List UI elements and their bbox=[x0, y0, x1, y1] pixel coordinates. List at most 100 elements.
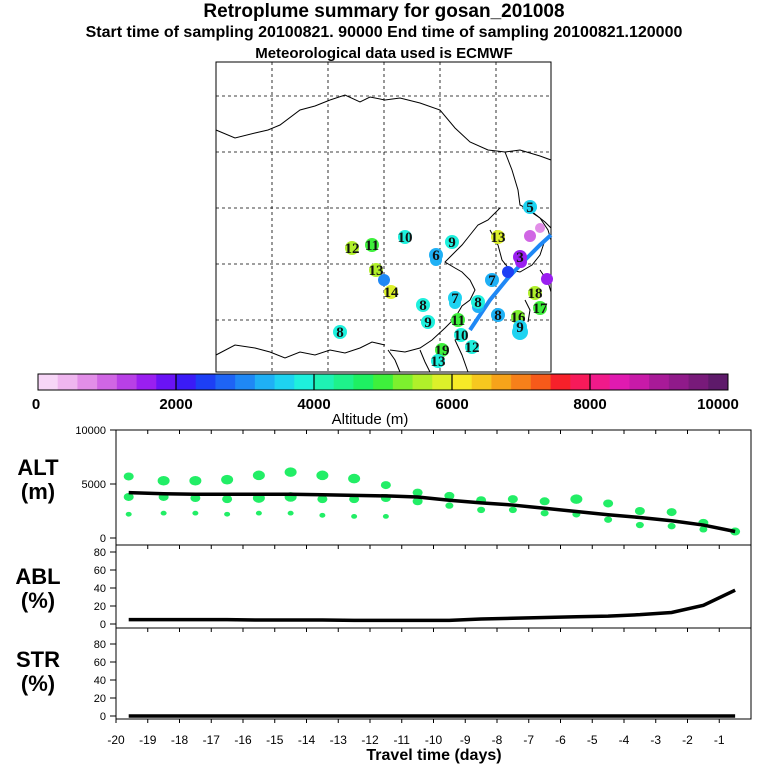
map-release-marker bbox=[421, 315, 435, 329]
alt-scatter-point bbox=[192, 510, 199, 516]
x-tick-label: -3 bbox=[650, 733, 661, 747]
alt-scatter-point bbox=[380, 481, 391, 490]
colorbar-cell bbox=[550, 374, 571, 390]
alt-scatter-point bbox=[221, 474, 234, 485]
colorbar-cell bbox=[77, 374, 98, 390]
alt-scatter-point bbox=[508, 506, 517, 514]
abl-ytick: 80 bbox=[94, 547, 106, 559]
trajectory-dot bbox=[378, 274, 390, 286]
x-tick-label: -2 bbox=[682, 733, 693, 747]
alt-ytick: 5000 bbox=[82, 479, 106, 491]
alt-scatter-point bbox=[382, 514, 389, 519]
trajectory-dot bbox=[524, 230, 536, 242]
map-release-label: 17 bbox=[533, 301, 549, 317]
colorbar-cell bbox=[452, 374, 473, 390]
colorbar-tick: 6000 bbox=[435, 396, 468, 413]
map-release-label: 8 bbox=[494, 308, 502, 324]
alt-scatter-point bbox=[699, 526, 708, 533]
trajectory-dot bbox=[541, 273, 553, 285]
alt-scatter-point bbox=[444, 491, 455, 500]
alt-ytick: 10000 bbox=[75, 425, 106, 437]
map-release-label: 12 bbox=[465, 340, 480, 356]
map-release-label: 9 bbox=[424, 315, 432, 331]
alt-scatter-point bbox=[412, 488, 423, 497]
map-release-marker bbox=[485, 273, 499, 287]
colorbar-cell bbox=[688, 374, 709, 390]
str-ytick: 40 bbox=[94, 675, 106, 687]
abl-ytick: 20 bbox=[94, 601, 106, 613]
colorbar-tick: 2000 bbox=[159, 396, 192, 413]
map-release-marker bbox=[435, 343, 449, 357]
alt-scatter-point bbox=[445, 502, 454, 509]
alt-scatter-point bbox=[123, 472, 134, 481]
x-tick-label: -16 bbox=[234, 733, 252, 747]
map-release-marker bbox=[333, 325, 347, 339]
alt-scatter-point bbox=[603, 499, 614, 508]
map-release-marker bbox=[491, 308, 505, 322]
x-tick-label: -8 bbox=[492, 733, 503, 747]
abl-panel-label: ABL (%) bbox=[3, 565, 73, 613]
alt-scatter-point bbox=[634, 507, 645, 515]
x-tick-label: -11 bbox=[394, 733, 411, 747]
colorbar-cell bbox=[353, 374, 374, 390]
str-ytick: 20 bbox=[94, 693, 106, 705]
colorbar-tick: 4000 bbox=[297, 396, 330, 413]
sampling-times: Start time of sampling 20100821. 90000 E… bbox=[85, 24, 683, 41]
colorbar-tick: 0 bbox=[32, 396, 40, 413]
colorbar-cell bbox=[274, 374, 295, 390]
x-axis-label: Travel time (days) bbox=[366, 747, 502, 764]
x-tick-label: -13 bbox=[330, 733, 348, 747]
x-tick-label: -1 bbox=[714, 733, 725, 747]
map-release-label: 12 bbox=[345, 241, 360, 257]
map-release-label: 11 bbox=[365, 238, 379, 254]
map-release-marker bbox=[465, 340, 479, 354]
panels-frame bbox=[115, 429, 752, 720]
map-release-label: 7 bbox=[451, 291, 459, 307]
x-tick-label: -20 bbox=[107, 733, 125, 747]
map-release-marker bbox=[448, 291, 462, 305]
alt-scatter-point bbox=[319, 512, 326, 518]
map-release-marker bbox=[431, 354, 445, 368]
colorbar-cell bbox=[97, 374, 118, 390]
x-tick-label: -12 bbox=[361, 733, 379, 747]
x-tick-label: -6 bbox=[555, 733, 566, 747]
alt-scatter-point bbox=[412, 497, 423, 506]
x-tick-label: -10 bbox=[425, 733, 443, 747]
alt-label-unit: (m) bbox=[20, 479, 56, 504]
alt-scatter-point bbox=[252, 470, 265, 481]
colorbar-cell bbox=[38, 374, 59, 390]
alt-scatter-point bbox=[348, 473, 361, 484]
colorbar-tick: 10000 bbox=[697, 396, 739, 413]
alt-scatter-point bbox=[157, 475, 170, 486]
map-release-label: 13 bbox=[431, 354, 446, 370]
x-tick-label: -5 bbox=[587, 733, 598, 747]
alt-label-top: ALT bbox=[17, 455, 59, 480]
alt-scatter-point bbox=[123, 492, 134, 501]
alt-scatter-point bbox=[351, 514, 358, 519]
x-tick-label: -17 bbox=[203, 733, 221, 747]
map-release-marker bbox=[513, 250, 527, 264]
map-release-marker bbox=[345, 241, 359, 255]
abl-label-unit: (%) bbox=[20, 588, 56, 613]
colorbar-cell bbox=[649, 374, 670, 390]
map-release-marker bbox=[471, 295, 485, 309]
abl-ytick: 60 bbox=[94, 565, 106, 577]
alt-scatter-point bbox=[635, 521, 644, 529]
alt-ytick: 0 bbox=[100, 533, 106, 545]
alt-panel-label: ALT (m) bbox=[3, 456, 73, 504]
colorbar-cell bbox=[254, 374, 276, 390]
alt-scatter-point bbox=[224, 511, 231, 517]
map-release-marker bbox=[451, 313, 465, 327]
colorbar-cell bbox=[195, 374, 216, 390]
map-release-label: 8 bbox=[336, 325, 344, 341]
colorbar-cell bbox=[609, 374, 630, 390]
map-release-label: 6 bbox=[432, 248, 440, 264]
map-release-label: 5 bbox=[526, 200, 534, 216]
x-tick-label: -4 bbox=[619, 733, 630, 747]
colorbar-cell bbox=[629, 374, 650, 390]
x-tick-label: -9 bbox=[460, 733, 471, 747]
map-release-label: 9 bbox=[448, 235, 456, 251]
map-release-marker bbox=[454, 328, 468, 342]
map-release-marker bbox=[513, 320, 527, 334]
colorbar-cell bbox=[471, 374, 492, 390]
